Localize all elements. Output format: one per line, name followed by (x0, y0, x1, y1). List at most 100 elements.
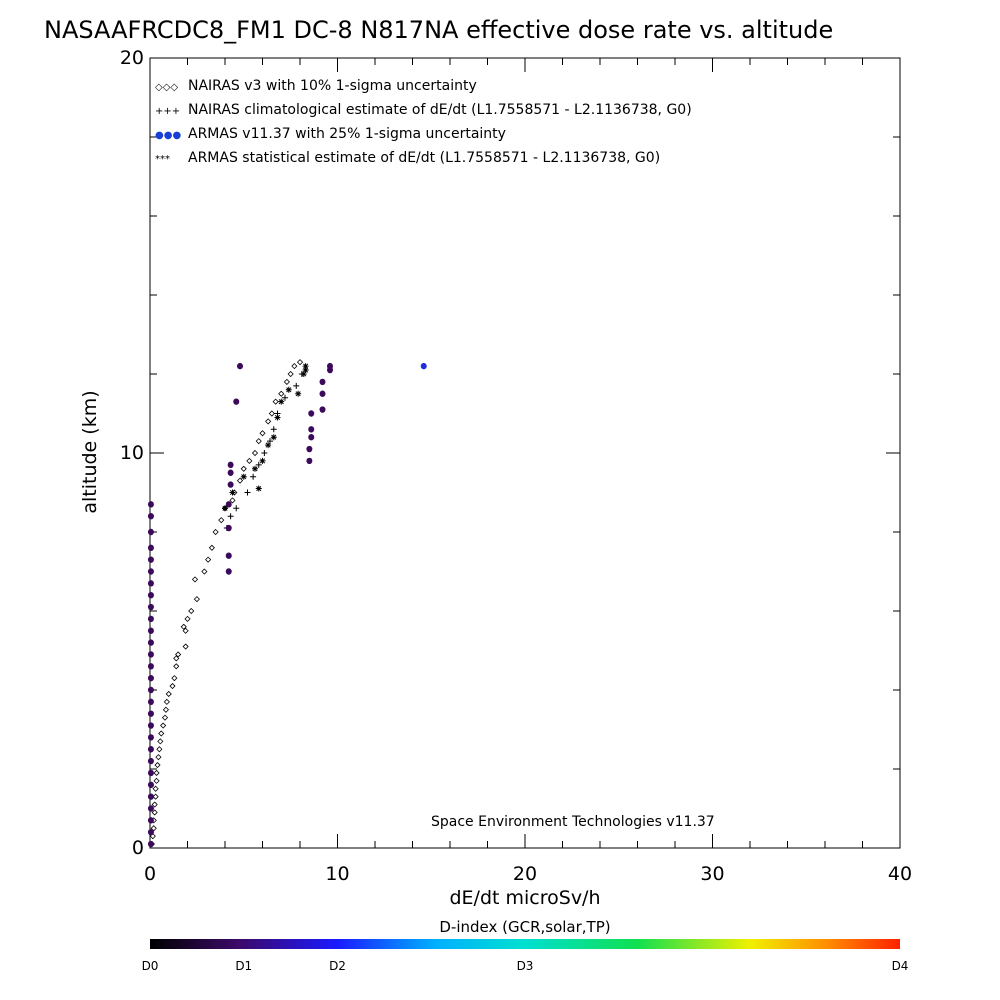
diamond-point (255, 438, 262, 445)
diamond-point (173, 663, 180, 670)
x-tick-label: 10 (325, 863, 349, 885)
dot-point (308, 434, 315, 441)
dot-point (147, 651, 154, 658)
plus-point (270, 426, 277, 433)
plus-point (244, 489, 251, 496)
dot-point (308, 410, 315, 417)
credit-text: Space Environment Technologies v11.37 (431, 814, 715, 830)
asterisk-point (255, 485, 262, 492)
dot-point (147, 793, 154, 800)
asterisk-point (302, 363, 309, 370)
asterisk-point (229, 489, 236, 496)
dot-point (147, 769, 154, 777)
diamond-point (150, 825, 157, 832)
diamond-point (154, 761, 161, 769)
x-tick-label: 20 (513, 863, 537, 885)
dot-point (147, 615, 154, 623)
plus-point (250, 473, 257, 480)
diamond-point (155, 754, 162, 761)
diamond-point (246, 457, 253, 464)
diamond-point (163, 698, 170, 705)
plot-marks (147, 359, 427, 848)
dot-point (147, 757, 154, 765)
asterisk-point (285, 386, 292, 393)
diamond-point (160, 722, 167, 729)
diamond-point (259, 430, 266, 437)
dot-point (147, 734, 154, 741)
dot-point (227, 481, 234, 488)
dot-point (147, 698, 154, 706)
dot-point (147, 603, 154, 611)
asterisk-point (252, 465, 258, 472)
dot-point (147, 674, 154, 682)
dot-point (225, 501, 232, 508)
legend-symbol: *** (155, 154, 170, 165)
diamond-point (153, 769, 160, 777)
dot-point (319, 390, 326, 397)
diamond-point (156, 746, 163, 753)
plus-point (282, 394, 288, 401)
diamond-point (229, 497, 236, 504)
legend-label: ARMAS v11.37 with 25% 1-sigma uncertaint… (188, 126, 506, 142)
asterisk-point (302, 367, 309, 374)
dot-point (147, 663, 154, 670)
diamond-point (151, 809, 158, 816)
chart-title: NASAAFRCDC8_FM1 DC-8 N817NA effective do… (44, 16, 833, 44)
diamond-point (191, 576, 199, 583)
diamond-point (151, 801, 158, 808)
asterisk-point (265, 442, 272, 449)
asterisk-point (240, 473, 247, 480)
dot-point (306, 445, 313, 453)
x-tick-label: 0 (144, 863, 156, 885)
dot-point (319, 406, 326, 413)
plus-point (261, 450, 268, 456)
legend-label: ARMAS statistical estimate of dE/dt (L1.… (188, 150, 660, 166)
diamond-point (236, 477, 244, 484)
diamond-point (205, 556, 212, 563)
diamond-point (265, 418, 272, 425)
dot-point (147, 639, 154, 646)
diamond-point (152, 785, 159, 792)
dot-point (227, 461, 234, 469)
diamond-point (283, 378, 290, 385)
dot-point (147, 568, 154, 575)
legend-symbol: ◇◇◇ (155, 82, 178, 93)
colorbar-labels: D0 D1 D2 D3 D4 (142, 959, 909, 973)
diamond-point (180, 623, 187, 630)
diamond-point (173, 655, 180, 662)
dot-point (327, 362, 333, 370)
asterisk-point (274, 414, 281, 421)
dot-point (308, 426, 315, 433)
dot-point (147, 805, 154, 812)
diamond-point (158, 730, 165, 737)
diamond-point (182, 627, 189, 634)
plus-point (227, 513, 234, 520)
y-axis-label: altitude (km) (79, 390, 101, 513)
diamond-point (171, 675, 178, 682)
x-tick-label: 40 (888, 863, 912, 885)
diamond-point (278, 390, 285, 397)
x-tick-label: 30 (700, 863, 724, 885)
asterisk-point (300, 371, 307, 377)
diamond-point (287, 370, 294, 378)
asterisk-point (270, 434, 277, 441)
asterisk-point (295, 390, 302, 397)
dot-point (147, 592, 154, 599)
dot-point (225, 552, 232, 559)
dot-point (147, 580, 154, 587)
y-tick-label: 0 (132, 837, 144, 859)
colorbar-label: D2 (329, 959, 346, 973)
diamond-point (201, 568, 208, 575)
y-tick-label: 10 (120, 442, 144, 464)
dot-point (147, 501, 154, 508)
colorbar-label: D1 (235, 959, 252, 973)
dot-point (147, 817, 154, 824)
dot-point (420, 362, 427, 370)
diamond-point (169, 682, 176, 690)
colorbar-label: D0 (142, 959, 159, 973)
dot-point (147, 710, 154, 717)
colorbar (150, 939, 900, 949)
diamond-point (193, 596, 200, 603)
dot-point (306, 457, 313, 465)
legend: ◇◇◇ NAIRAS v3 with 10% 1-sigma uncertaint… (155, 78, 692, 166)
